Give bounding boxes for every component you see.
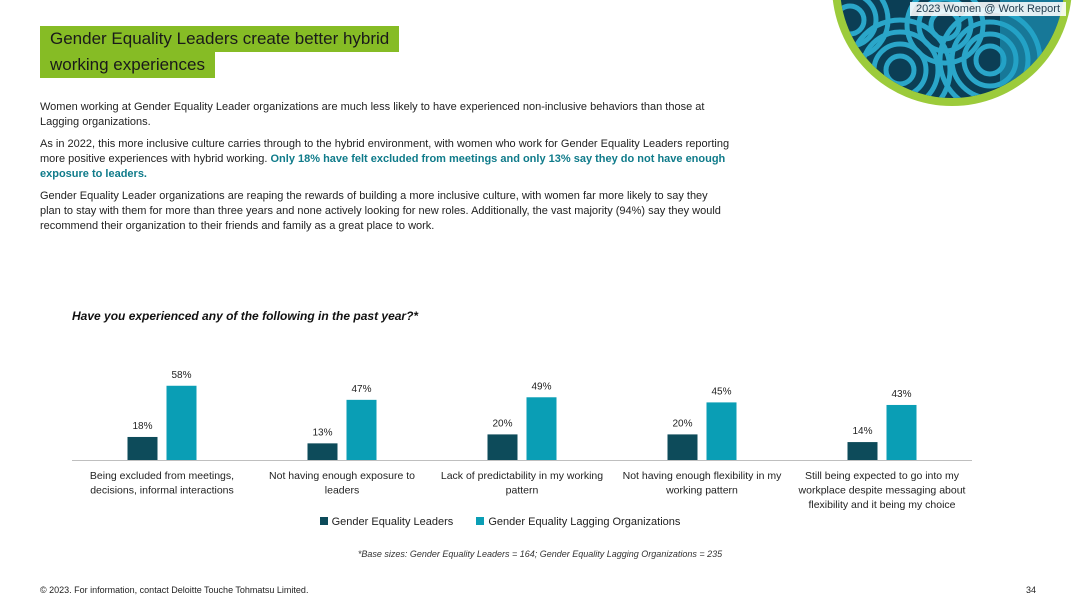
category-label-line: decisions, informal interactions (90, 485, 234, 497)
chart-legend: Gender Equality Leaders Gender Equality … (0, 516, 1000, 528)
paragraph-2-text: As in 2022, this more inclusive culture … (40, 138, 730, 165)
paragraph-2-highlight: Only 18% have felt excluded from meeting… (40, 153, 726, 180)
category-label-line: working pattern (665, 485, 738, 497)
data-label-lagging-4: 43% (891, 389, 911, 400)
copyright-footer: © 2023. For information, contact Deloitt… (40, 585, 309, 595)
legend-label-leaders: Gender Equality Leaders (331, 516, 454, 528)
paragraph-3: Gender Equality Leader organizations are… (40, 190, 721, 232)
category-label-1: Not having enough exposure to leaders (269, 470, 415, 497)
category-label-line: workplace despite messaging about (798, 485, 966, 497)
report-tag: 2023 Women @ Work Report (909, 2, 1066, 16)
chart-title: Have you experienced any of the followin… (72, 309, 419, 323)
legend-swatch-leaders (319, 517, 328, 525)
category-label-line: Not having enough flexibility in my (623, 470, 783, 482)
legend-swatch-lagging (476, 517, 485, 525)
category-label-line: leaders (325, 485, 359, 497)
paragraph-1: Women working at Gender Equality Leader … (40, 101, 705, 128)
bar-lagging-1 (346, 399, 377, 460)
bar-leaders-2 (487, 434, 518, 460)
paragraph-2: As in 2022, this more inclusive culture … (40, 137, 730, 182)
bar-lagging-2 (526, 397, 557, 460)
category-label-4: Still being expected to go into my workpl… (798, 470, 966, 511)
category-label-line: Lack of predictability in my working (441, 470, 603, 482)
data-label-lagging-1: 47% (351, 384, 371, 395)
bar-leaders-1 (307, 443, 338, 460)
title-line-2: working experiences (40, 52, 215, 78)
data-label-leaders-3: 20% (672, 418, 692, 429)
category-label-line: Not having enough exposure to (269, 470, 415, 482)
bar-leaders-3 (667, 434, 698, 460)
bar-chart: 18% 58% Being excluded from meetings, decis… (72, 370, 972, 511)
data-label-lagging-2: 49% (531, 381, 551, 392)
page-number: 34 (1025, 585, 1036, 595)
data-label-lagging-3: 45% (711, 386, 731, 397)
data-label-leaders-1: 13% (312, 427, 332, 438)
legend-label-lagging: Gender Equality Lagging Organizations (488, 516, 681, 528)
category-label-line: Being excluded from meetings, (90, 470, 234, 482)
body-text: Women working at Gender Equality Leader … (40, 100, 730, 241)
bar-lagging-3 (706, 402, 737, 460)
category-label-2: Lack of predictability in my working patt… (441, 470, 603, 497)
category-label-line: pattern (506, 485, 539, 497)
bar-lagging-4 (886, 404, 917, 460)
bar-lagging-0 (166, 385, 197, 460)
category-label-0: Being excluded from meetings, decisions, … (90, 470, 234, 497)
bar-leaders-0 (127, 436, 158, 460)
data-label-leaders-0: 18% (132, 421, 152, 432)
title-line-1: Gender Equality Leaders create better hy… (40, 26, 400, 52)
bar-leaders-4 (847, 442, 878, 460)
category-label-line: flexibility and it being my choice (808, 499, 955, 511)
legend-item-lagging: Gender Equality Lagging Organizations (476, 516, 680, 528)
base-size-footnote: *Base sizes: Gender Equality Leaders = 1… (357, 549, 723, 559)
legend-item-leaders: Gender Equality Leaders (319, 516, 454, 528)
category-label-3: Not having enough flexibility in my worki… (623, 470, 783, 497)
page-title: Gender Equality Leaders create better hy… (40, 26, 400, 78)
category-label-line: Still being expected to go into my (805, 470, 960, 482)
data-label-leaders-2: 20% (492, 418, 512, 429)
data-label-lagging-0: 58% (171, 370, 191, 381)
data-label-leaders-4: 14% (852, 426, 872, 437)
